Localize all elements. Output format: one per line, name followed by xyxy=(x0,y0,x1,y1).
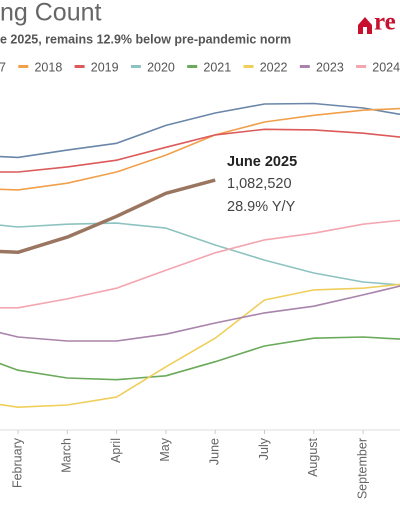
legend-label: 2024 xyxy=(372,60,400,74)
legend-swatch xyxy=(243,65,254,68)
legend-label: 2018 xyxy=(34,60,62,74)
series-line xyxy=(0,128,400,173)
series-line xyxy=(0,283,400,408)
legend-swatch xyxy=(74,65,85,68)
annotation: 1,082,520 xyxy=(227,176,292,192)
legend-swatch xyxy=(356,65,367,68)
x-tick-label: August xyxy=(306,437,320,476)
legend-swatch xyxy=(18,65,29,68)
legend-label: 7 xyxy=(0,60,6,74)
series-line xyxy=(0,285,400,342)
x-tick-label: February xyxy=(10,437,24,488)
legend-label: 2020 xyxy=(147,60,175,74)
legend-label: 2019 xyxy=(91,60,119,74)
series-line xyxy=(0,178,216,255)
legend-swatch xyxy=(299,65,310,68)
series-line xyxy=(0,219,400,309)
x-tick-label: March xyxy=(60,438,74,473)
legend-label: 2023 xyxy=(316,60,344,74)
series-line xyxy=(0,107,400,191)
logo-text: re xyxy=(374,9,396,36)
chart-title: ng Count xyxy=(0,0,102,27)
x-tick-label: April xyxy=(109,438,123,463)
x-tick-label: July xyxy=(257,437,271,460)
legend-swatch xyxy=(187,65,198,68)
legend-swatch xyxy=(130,65,141,68)
logo-icon xyxy=(358,17,372,34)
logo[interactable]: re xyxy=(358,9,396,36)
annotation: 28.9% Y/Y xyxy=(227,199,296,215)
series-line xyxy=(0,102,400,159)
series-line xyxy=(0,336,400,381)
x-tick-label: September xyxy=(355,438,369,499)
x-tick-label: May xyxy=(158,437,172,461)
x-tick-label: June xyxy=(207,438,221,465)
legend-label: 2022 xyxy=(260,60,288,74)
chart-subtitle: e 2025, remains 12.9% below pre-pandemic… xyxy=(0,32,291,46)
legend-label: 2021 xyxy=(203,60,231,74)
series-line xyxy=(0,222,400,286)
annotation: June 2025 xyxy=(227,154,297,170)
logo-door xyxy=(363,27,367,34)
